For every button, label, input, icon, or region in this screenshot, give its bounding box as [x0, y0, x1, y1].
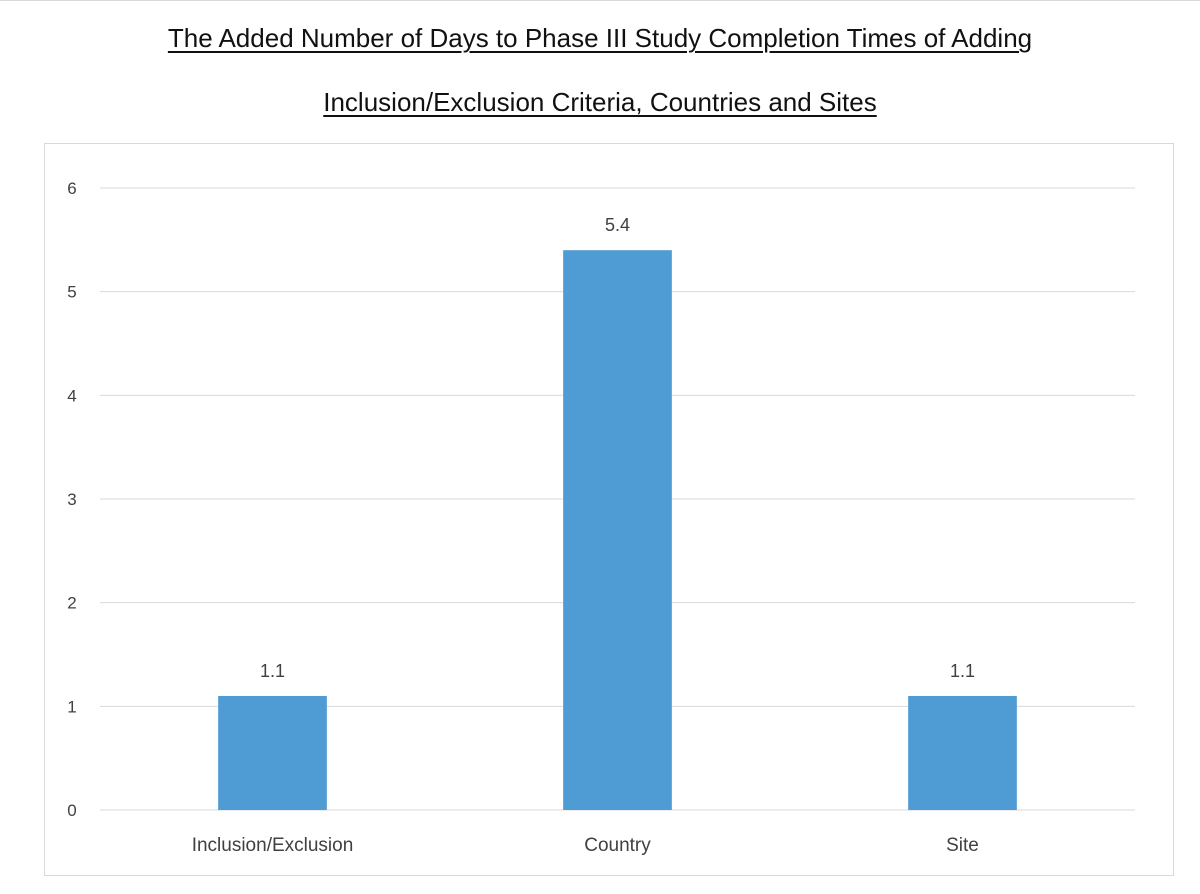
top-border [0, 0, 1200, 1]
y-tick-label: 6 [67, 179, 76, 198]
data-label: 5.4 [605, 215, 630, 235]
chart-title-line-1-text: The Added Number of Days to Phase III St… [167, 23, 1033, 53]
x-category-label: Country [584, 835, 651, 856]
bar-inclusion-exclusion [218, 695, 327, 810]
data-labels: 1.1 5.4 1.1 [260, 215, 975, 681]
y-tick-label: 4 [67, 386, 76, 405]
y-tick-label: 2 [67, 594, 76, 613]
y-tick-label: 0 [67, 801, 76, 820]
bars [218, 250, 1017, 810]
data-label: 1.1 [950, 661, 975, 681]
y-tick-label: 1 [67, 697, 76, 716]
data-label: 1.1 [260, 661, 285, 681]
chart-title-line-2-text: Inclusion/Exclusion Criteria, Countries … [323, 87, 877, 117]
y-axis-ticks: 0 1 2 3 4 5 6 [67, 179, 76, 820]
x-category-label: Inclusion/Exclusion [192, 835, 354, 856]
x-category-label: Site [946, 835, 979, 856]
chart-title-line-2: Inclusion/Exclusion Criteria, Countries … [0, 86, 1200, 118]
y-tick-label: 3 [67, 490, 76, 509]
y-tick-label: 5 [67, 283, 76, 302]
chart-title-line-1: The Added Number of Days to Phase III St… [0, 22, 1200, 54]
bar-country [563, 250, 672, 810]
bar-site [908, 695, 1017, 810]
x-axis-categories: Inclusion/Exclusion Country Site [192, 835, 979, 856]
